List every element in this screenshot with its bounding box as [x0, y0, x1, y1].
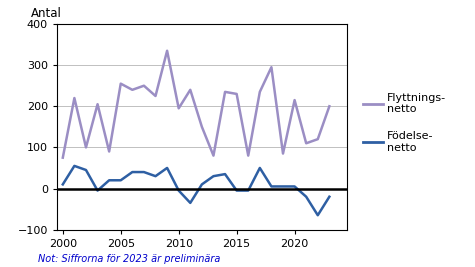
Legend: Flyttnings-
netto, Födelse-
netto: Flyttnings- netto, Födelse- netto [358, 88, 451, 157]
Text: Not: Siffrorna för 2023 är preliminära: Not: Siffrorna för 2023 är preliminära [38, 254, 220, 264]
Text: Antal: Antal [31, 7, 62, 20]
